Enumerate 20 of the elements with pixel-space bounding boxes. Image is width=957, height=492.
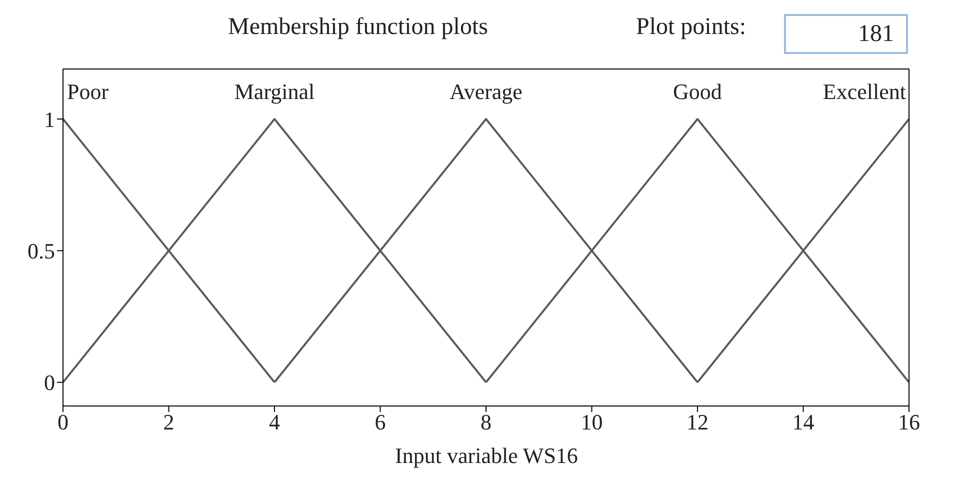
x-tick-label: 2 [163, 410, 174, 435]
series-label: Excellent [822, 79, 906, 104]
text-field: 181 [784, 14, 908, 54]
y-tick-label: 0 [44, 370, 55, 396]
series-label: Good [673, 79, 722, 104]
x-tick-label: 16 [898, 410, 920, 435]
x-tick-label: 6 [374, 410, 386, 435]
x-axis-title: Input variable WS16 [394, 442, 579, 470]
text: Plot points: [636, 14, 746, 41]
y-tick-label: 1 [44, 106, 55, 132]
x-tick-label: 4 [269, 410, 280, 435]
x-tick-label: 10 [580, 410, 603, 435]
y-tick-label: 0.5 [28, 238, 55, 264]
x-tick-label: 12 [686, 410, 708, 435]
x-tick-label: 8 [480, 410, 492, 435]
series-label: Average [450, 79, 522, 104]
chart-title: Membership function plots [228, 14, 488, 41]
series-label: Poor [67, 79, 110, 104]
series-label: Marginal [234, 79, 315, 104]
x-tick-label: 14 [792, 410, 814, 435]
